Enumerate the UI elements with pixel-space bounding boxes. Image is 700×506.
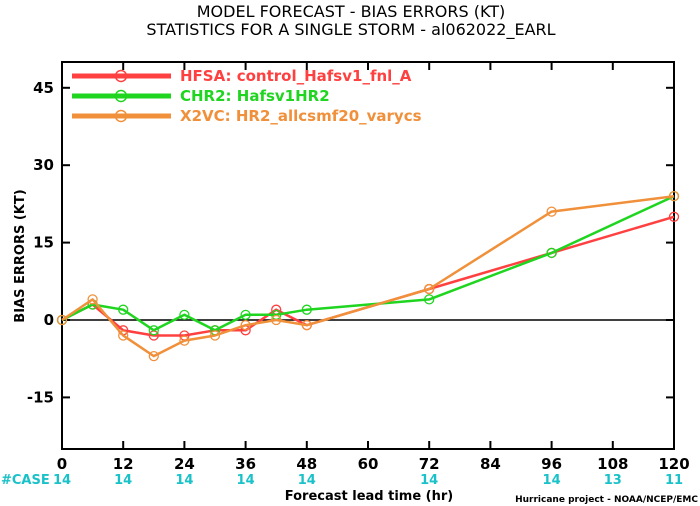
y-tick-label: -15: [27, 388, 54, 406]
case-label: #CASE: [1, 473, 50, 488]
case-count: 14: [53, 473, 71, 488]
x-tick-label: 60: [358, 455, 379, 473]
series-chr2: [56, 191, 680, 336]
data-point: [546, 247, 557, 259]
series-line: [61, 194, 675, 358]
y-tick-label: 15: [33, 234, 54, 252]
legend-marker: [114, 69, 128, 83]
data-point: [179, 309, 190, 320]
legend-marker: [114, 109, 128, 123]
data-point: [668, 211, 680, 222]
x-axis: 0 12 24 36 48 60 72 84 96 108 120: [57, 62, 690, 473]
case-count: 14: [543, 473, 561, 488]
case-count: 14: [114, 473, 132, 488]
x-tick-label: 12: [113, 455, 134, 473]
legend-label: X2VC: HR2_allcsmf20_varycs: [180, 107, 422, 125]
chart-title: MODEL FORECAST - BIAS ERRORS (KT): [197, 2, 506, 21]
series-hfsa: [56, 211, 680, 341]
data-point: [118, 330, 129, 341]
x-tick-label: 96: [541, 455, 562, 473]
data-point: [301, 304, 312, 315]
y-axis: -15 0 15 30 45: [27, 79, 674, 406]
legend-label: HFSA: control_Hafsv1_fnl_A: [180, 67, 412, 85]
y-tick-label: 0: [44, 311, 54, 329]
case-count: 14: [420, 473, 438, 488]
x-tick-label: 120: [658, 455, 689, 473]
data-point: [240, 309, 251, 320]
data-point: [301, 320, 312, 331]
data-point: [424, 294, 435, 305]
case-count: 14: [298, 473, 316, 488]
x-tick-label: 48: [296, 455, 317, 473]
x-tick-label: 84: [480, 455, 501, 473]
data-point: [271, 314, 282, 326]
chart-subtitle: STATISTICS FOR A SINGLE STORM - al062022…: [146, 20, 555, 40]
x-axis-label: Forecast lead time (hr): [285, 489, 453, 504]
x-tick-label: 24: [174, 455, 195, 473]
data-point: [240, 320, 251, 331]
y-tick-label: 45: [33, 79, 54, 97]
series-line: [61, 215, 675, 337]
data-point: [87, 294, 98, 305]
data-point: [424, 283, 435, 295]
data-point: [148, 325, 159, 336]
y-tick-label: 30: [33, 156, 54, 174]
data-point: [56, 314, 68, 326]
legend-item-chr2: CHR2: Hafsv1HR2: [72, 87, 330, 105]
case-count: 13: [604, 473, 622, 488]
credit-text: Hurricane project - NOAA/NCEP/EMC: [515, 495, 698, 505]
legend: HFSA: control_Hafsv1_fnl_A CHR2: Hafsv1HR…: [72, 67, 422, 125]
data-point: [148, 350, 159, 362]
x-tick-label: 0: [57, 455, 67, 473]
case-count-row: #CASE 14 14 14 14 14 14 14 13 11: [1, 473, 683, 488]
data-point: [209, 330, 221, 341]
y-axis-label: BIAS ERRORS (KT): [13, 189, 28, 322]
data-point: [546, 206, 557, 217]
case-count: 14: [175, 473, 193, 488]
case-count: 14: [237, 473, 255, 488]
case-count: 11: [665, 473, 683, 488]
data-point: [668, 191, 680, 202]
x-tick-label: 36: [235, 455, 256, 473]
series-x2vc: [56, 191, 680, 362]
legend-marker: [114, 89, 128, 103]
x-tick-label: 108: [597, 455, 628, 473]
legend-item-x2vc: X2VC: HR2_allcsmf20_varycs: [72, 107, 422, 125]
legend-item-hfsa: HFSA: control_Hafsv1_fnl_A: [72, 67, 412, 85]
data-point: [118, 304, 129, 315]
x-tick-label: 72: [419, 455, 440, 473]
data-point: [179, 335, 190, 346]
series-line: [61, 195, 675, 332]
legend-label: CHR2: Hafsv1HR2: [180, 87, 330, 105]
series-layer: [56, 191, 680, 362]
